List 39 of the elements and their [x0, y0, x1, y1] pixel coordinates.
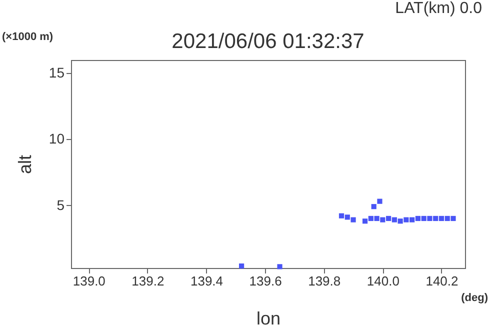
point: [444, 216, 450, 222]
x-tick-label: 139.8: [308, 274, 341, 288]
point: [386, 216, 392, 222]
point: [371, 204, 376, 210]
point: [450, 216, 456, 222]
point: [410, 217, 415, 222]
x-tick-label: 140.0: [366, 274, 400, 288]
x-tick-label: 139.6: [249, 274, 282, 288]
point: [344, 214, 350, 220]
y-tick-label: 15: [48, 64, 65, 81]
x-tick-label: 139.2: [132, 274, 164, 288]
point: [392, 217, 397, 222]
point: [338, 213, 344, 218]
y-tick-label: 5: [56, 196, 65, 213]
point: [350, 217, 356, 222]
point: [438, 216, 444, 222]
point: [368, 216, 374, 222]
text: LAT(km) 0.0: [395, 0, 482, 18]
y-tick-label: 10: [48, 130, 65, 147]
point: [377, 198, 382, 204]
point: [277, 264, 282, 270]
chart-title: 2021/06/06 01:32:37: [172, 30, 364, 53]
x-axis-title: lon: [256, 308, 281, 328]
text: (deg): [461, 292, 488, 304]
point: [404, 217, 409, 222]
point: [362, 218, 368, 224]
x-tick-label: 139.4: [190, 274, 224, 288]
point: [380, 217, 386, 222]
point: [398, 218, 403, 224]
point: [415, 216, 421, 222]
point: [433, 216, 438, 222]
point: [427, 216, 432, 222]
x-tick-label: 139.0: [72, 274, 106, 288]
x-tick-label: 140.2: [426, 274, 458, 288]
point: [374, 216, 380, 222]
y-axis-title: alt: [14, 154, 35, 174]
point: [238, 263, 244, 269]
text: (×1000 m): [2, 31, 54, 43]
point: [421, 216, 426, 222]
